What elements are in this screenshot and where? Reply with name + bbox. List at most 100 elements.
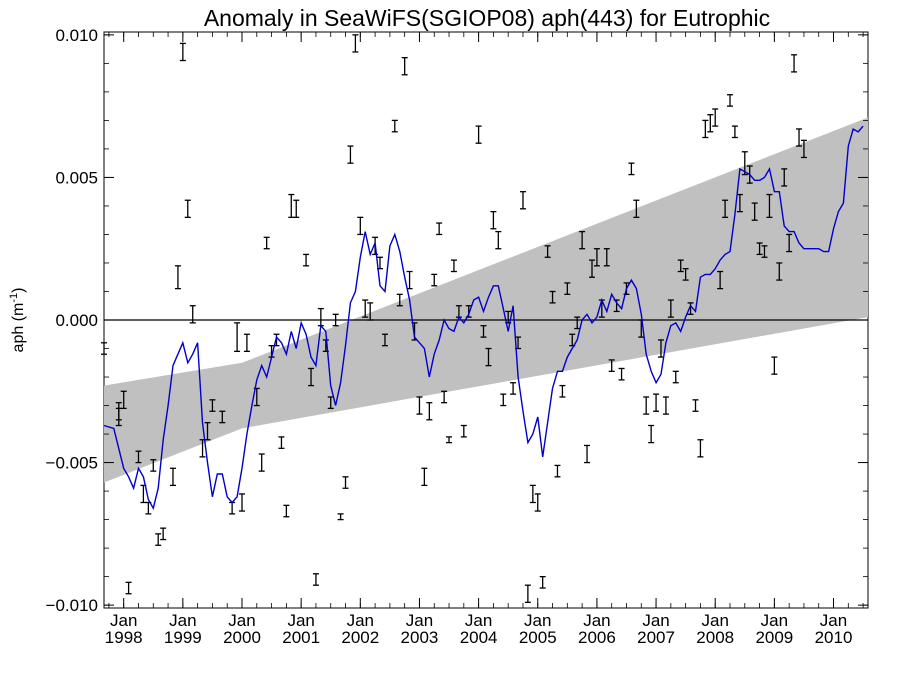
x-tick-month-label: Jan <box>287 611 314 630</box>
error-bar-point <box>263 236 270 250</box>
error-bar-point <box>485 347 492 367</box>
error-bar-point <box>431 273 438 287</box>
error-bar-point <box>436 222 443 236</box>
error-bar-point <box>554 464 561 478</box>
error-bar-point <box>312 573 319 586</box>
error-bar-point <box>559 384 566 398</box>
error-bar-point <box>446 436 453 444</box>
y-axis-label-close: ) <box>10 288 27 293</box>
error-bar-point <box>588 259 595 278</box>
x-tick-year-label: 1999 <box>164 628 202 647</box>
error-bar-point <box>480 325 487 338</box>
error-bar-point <box>524 584 531 603</box>
error-bar-point <box>367 302 374 321</box>
error-bar-point <box>796 128 803 147</box>
error-bar-point <box>672 370 679 384</box>
error-bar-point <box>125 581 132 595</box>
error-bar-point <box>697 439 704 458</box>
x-tick-year-label: 2005 <box>519 628 557 647</box>
error-bar-point <box>741 151 748 176</box>
error-bar-point <box>756 242 763 256</box>
error-bar-point <box>722 199 729 218</box>
error-bar-point <box>396 293 403 307</box>
error-bar-point <box>692 399 699 412</box>
error-bar-point <box>579 230 586 250</box>
x-tick-year-label: 2003 <box>401 628 439 647</box>
chart-title: Anomaly in SeaWiFS(SGIOP08) aph(443) for… <box>204 5 770 31</box>
error-bar-point <box>500 393 507 407</box>
y-tick-label: −0.010 <box>46 596 98 615</box>
error-bar-point <box>337 513 344 521</box>
error-bar-point <box>766 193 773 218</box>
error-bar-point <box>278 436 285 449</box>
error-bar-point <box>391 119 398 133</box>
error-bar-point <box>653 393 660 412</box>
error-bar-point <box>643 396 650 415</box>
error-bar-point <box>209 399 216 412</box>
y-tick-label: 0.010 <box>55 26 98 45</box>
error-bar-point <box>776 262 783 281</box>
y-axis-label-sup: -1 <box>8 293 20 303</box>
error-bar-point <box>357 216 364 236</box>
x-tick-year-label: 2009 <box>755 628 793 647</box>
error-bar-point <box>234 322 241 353</box>
x-tick-year-label: 2001 <box>282 628 320 647</box>
error-bar-point <box>421 467 428 487</box>
error-bar-point <box>786 233 793 253</box>
error-bar-point <box>584 444 591 464</box>
error-bar-point <box>293 199 300 218</box>
error-bar-point <box>544 245 551 258</box>
error-bar-point <box>490 210 497 230</box>
error-bar-point <box>160 527 167 541</box>
error-bar-point <box>495 230 502 250</box>
plot-area <box>101 31 869 609</box>
x-axis-ticks: Jan1998Jan1999Jan2000Jan2001Jan2002Jan20… <box>105 32 864 647</box>
error-bar-point <box>633 199 640 218</box>
x-tick-year-label: 2010 <box>815 628 853 647</box>
x-tick-month-label: Jan <box>820 611 847 630</box>
error-bar-point <box>135 450 142 464</box>
error-bar-point <box>574 316 581 330</box>
error-bar-point <box>179 42 186 62</box>
error-bar-point <box>450 259 457 273</box>
trend-band <box>104 117 868 483</box>
error-bar-point <box>406 270 413 290</box>
error-bar-point <box>717 270 724 290</box>
error-bar-point <box>712 108 719 127</box>
x-tick-month-label: Jan <box>583 611 610 630</box>
error-bar-point <box>702 119 709 139</box>
error-bar-point <box>761 245 768 258</box>
error-bar-point <box>603 248 610 267</box>
error-bar-point <box>731 125 738 139</box>
error-bar-point <box>184 199 191 218</box>
y-axis-label-text: aph (m <box>10 303 27 353</box>
smoothed-anomaly-line <box>103 125 864 511</box>
error-bar-point <box>258 453 265 472</box>
error-bar-point <box>726 94 733 107</box>
error-bar-point <box>342 476 349 489</box>
error-bar-point <box>549 290 556 304</box>
error-bar-point <box>608 359 615 372</box>
error-bar-point <box>781 168 788 187</box>
error-bar-point <box>638 319 645 338</box>
x-tick-year-label: 2007 <box>637 628 675 647</box>
x-tick-month-label: Jan <box>169 611 196 630</box>
x-tick-month-label: Jan <box>465 611 492 630</box>
error-bar-point <box>682 268 689 281</box>
error-bar-point <box>155 533 162 546</box>
x-tick-year-label: 2008 <box>696 628 734 647</box>
error-bar-point <box>401 57 408 76</box>
error-bar-point <box>204 422 211 441</box>
x-tick-month-label: Jan <box>406 611 433 630</box>
error-bar-point <box>189 305 196 324</box>
error-bar-point <box>648 424 655 444</box>
error-bar-point <box>332 313 339 327</box>
error-bar-point <box>303 253 310 267</box>
error-bar-point <box>771 356 778 375</box>
x-tick-year-label: 1998 <box>105 628 143 647</box>
error-bar-point <box>529 484 536 504</box>
error-bar-point <box>327 396 334 410</box>
y-axis-label: aph (m-1) <box>8 288 27 353</box>
error-bar-point <box>347 145 354 164</box>
error-bar-point <box>283 504 290 518</box>
